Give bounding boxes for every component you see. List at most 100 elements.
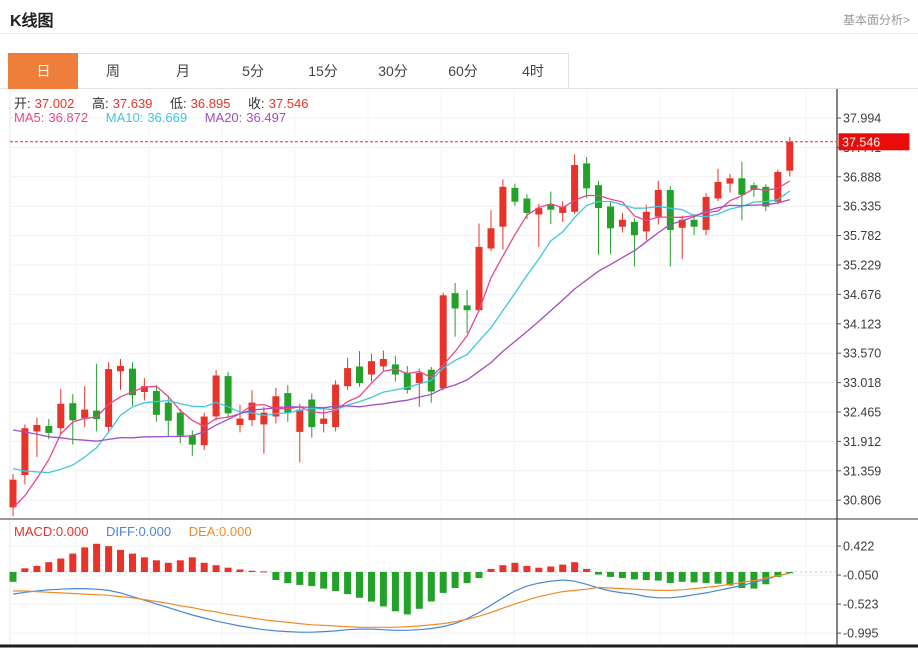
- candle-body: [152, 390, 160, 415]
- macd-bar: [176, 560, 184, 572]
- candle-body: [583, 163, 591, 189]
- macd-bar: [690, 572, 698, 583]
- candle-body: [356, 366, 363, 383]
- macd-bar: [547, 566, 555, 572]
- macd-bar: [260, 571, 268, 573]
- macd-bar: [403, 572, 411, 615]
- current-price-badge-text: 37.546: [842, 135, 880, 149]
- candle-body: [93, 410, 101, 420]
- candle-body: [487, 228, 495, 249]
- tab-4hour[interactable]: 4时: [498, 53, 569, 89]
- macd-bar: [654, 572, 662, 581]
- tab-month[interactable]: 月: [148, 53, 219, 89]
- macd-bar: [81, 547, 89, 572]
- price-axis-label: 34.676: [843, 288, 881, 302]
- macd-bar: [129, 553, 136, 572]
- macd-bar: [523, 565, 531, 572]
- macd-axis-label: -0.523: [843, 598, 878, 612]
- candle-body: [129, 368, 136, 396]
- macd-bar: [272, 572, 280, 580]
- macd-axis-label: -0.050: [843, 569, 878, 583]
- candle-body: [439, 295, 447, 389]
- ma10-line: [12, 190, 791, 474]
- price-axis-label: 33.018: [843, 376, 881, 390]
- macd-bar: [45, 562, 53, 572]
- candle-body: [117, 366, 124, 372]
- macd-bar: [284, 572, 292, 584]
- candle-body: [571, 165, 579, 212]
- candle-body: [320, 418, 328, 424]
- candle-body: [81, 409, 89, 419]
- candle-body: [21, 428, 29, 475]
- candle-body: [379, 359, 387, 367]
- macd-bar: [9, 572, 17, 582]
- macd-bar: [571, 562, 579, 572]
- macd-bar: [164, 562, 172, 572]
- tab-60min[interactable]: 60分: [428, 53, 499, 89]
- macd-axis-label: 0.422: [843, 540, 874, 554]
- candle-body: [607, 206, 614, 229]
- macd-bar: [738, 572, 746, 588]
- macd-bar: [21, 568, 29, 572]
- tab-day[interactable]: 日: [8, 53, 79, 89]
- candle-body: [248, 402, 256, 421]
- macd-bar: [391, 572, 399, 612]
- macd-bar: [69, 553, 77, 572]
- candle-body: [69, 403, 77, 421]
- macd-bar: [678, 572, 686, 582]
- candle-body: [57, 403, 65, 429]
- price-axis-label: 32.465: [843, 406, 881, 420]
- tab-15min[interactable]: 15分: [288, 53, 359, 89]
- candle-body: [236, 418, 244, 425]
- macd-bar: [642, 572, 650, 580]
- price-axis-label: 36.888: [843, 170, 881, 184]
- candle-body: [296, 409, 304, 432]
- price-axis-label: 36.335: [843, 200, 881, 214]
- macd-bar: [451, 572, 459, 588]
- tab-week[interactable]: 周: [78, 53, 149, 89]
- candle-body: [547, 204, 555, 210]
- tab-5min[interactable]: 5分: [218, 53, 289, 89]
- macd-bar: [152, 560, 160, 572]
- candle-body: [559, 206, 567, 213]
- macd-bar: [559, 564, 567, 572]
- fundamental-analysis-link[interactable]: 基本面分析>: [842, 13, 910, 27]
- macd-bar: [511, 562, 519, 572]
- candle-body: [451, 293, 459, 309]
- candle-body: [415, 372, 423, 383]
- kline-chart-canvas[interactable]: 37.99437.44136.88836.33535.78235.22934.6…: [0, 89, 918, 649]
- candle-body: [368, 361, 375, 375]
- bottom-border: [0, 644, 918, 648]
- macd-bar: [200, 562, 208, 572]
- macd-bar: [140, 557, 148, 572]
- macd-bar: [344, 572, 352, 595]
- candle-body: [272, 396, 280, 417]
- macd-bar: [117, 549, 124, 572]
- ma20-line: [12, 198, 790, 442]
- kline-chart-svg[interactable]: 37.99437.44136.88836.33535.78235.22934.6…: [0, 89, 918, 649]
- candle-body: [523, 198, 531, 213]
- macd-bar: [356, 572, 363, 598]
- page-title: K线图: [10, 13, 54, 30]
- candle-body: [212, 375, 220, 417]
- price-axis-label: 35.229: [843, 259, 881, 273]
- interval-tabbar: 日 周 月 5分 15分 30分 60分 4时: [0, 53, 918, 89]
- candle-body: [738, 178, 746, 195]
- candle-body: [224, 376, 232, 414]
- candle-body: [176, 412, 184, 436]
- macd-bar: [786, 572, 794, 574]
- macd-bar: [320, 572, 328, 589]
- candle-body: [786, 141, 794, 171]
- macd-bar: [188, 557, 196, 572]
- macd-bar: [332, 572, 340, 591]
- macd-bar: [224, 567, 232, 572]
- macd-bar: [427, 572, 435, 602]
- candle-body: [511, 187, 519, 202]
- candle-body: [475, 246, 483, 311]
- macd-bar: [57, 558, 65, 572]
- macd-bar: [607, 572, 614, 577]
- tab-30min[interactable]: 30分: [358, 53, 429, 89]
- macd-bar: [105, 546, 113, 572]
- macd-bar: [726, 572, 734, 586]
